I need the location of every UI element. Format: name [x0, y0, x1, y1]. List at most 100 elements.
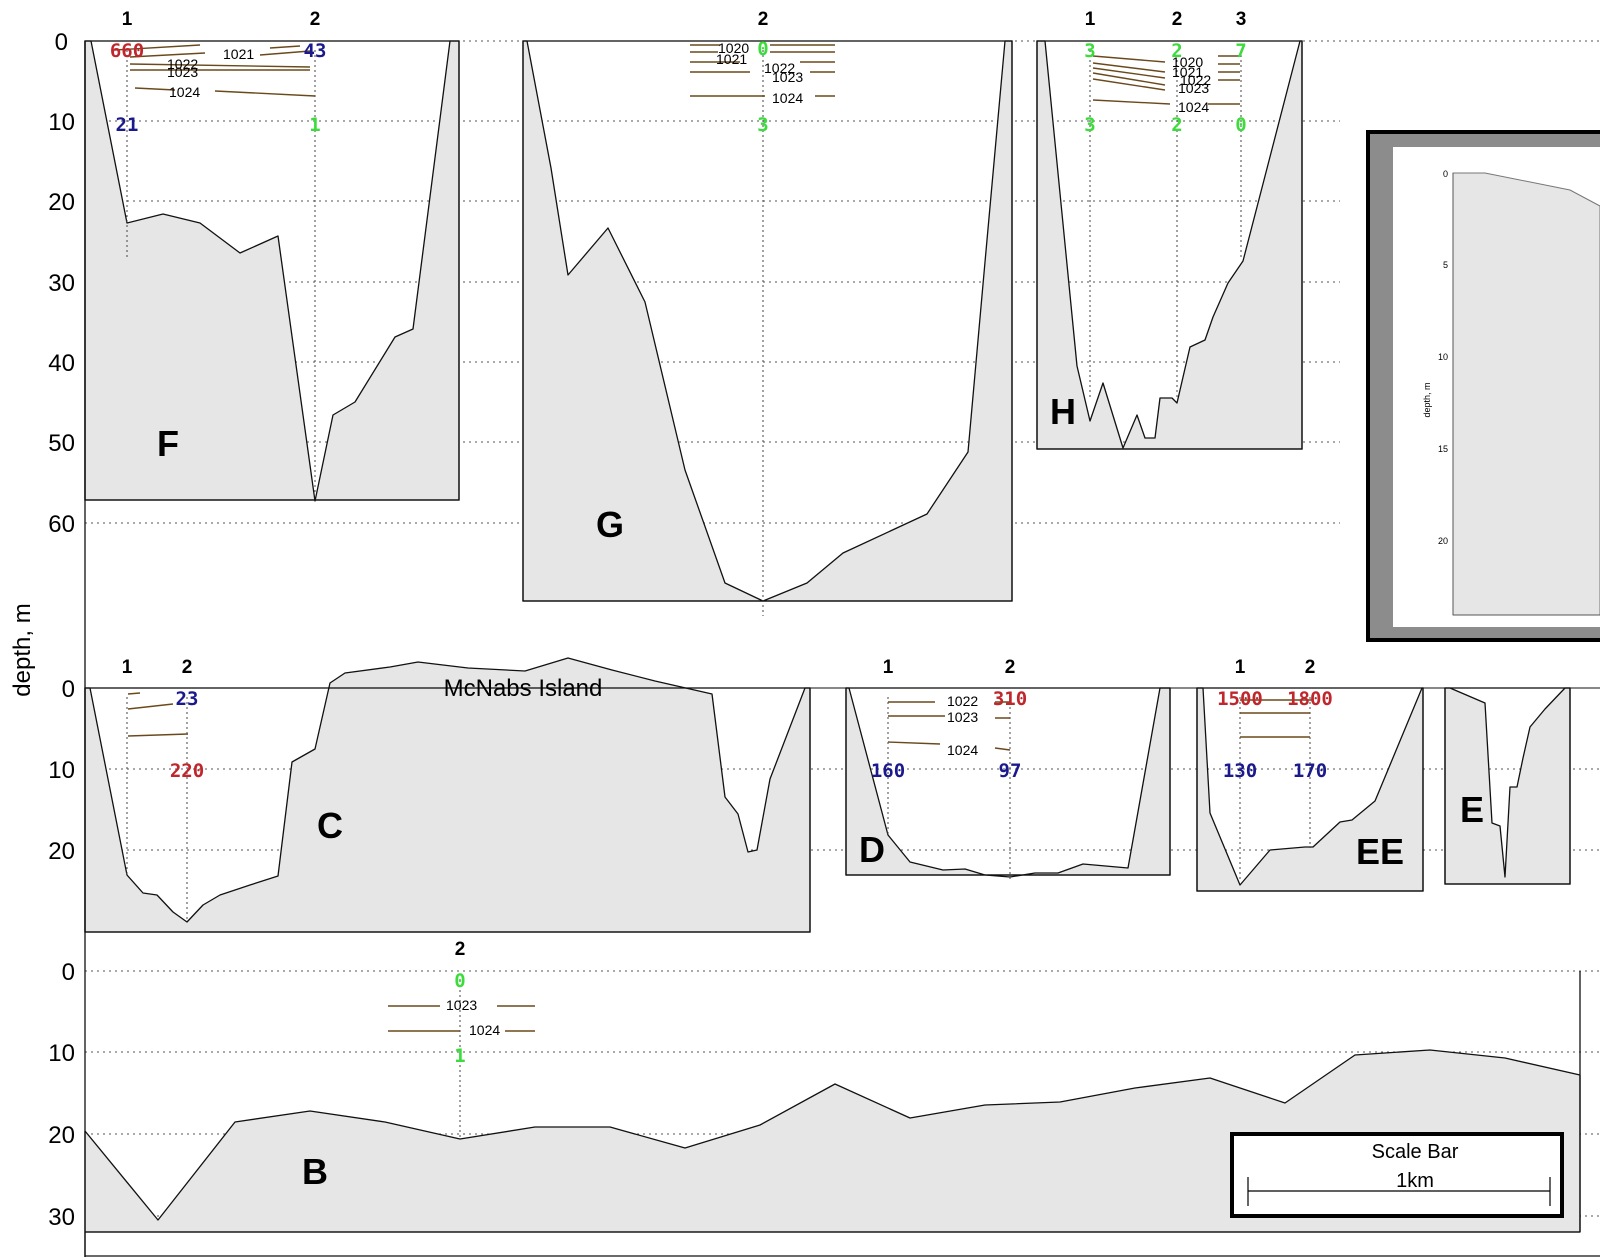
- inset-panel: 0 5 10 15 20 depth, m: [1366, 130, 1600, 642]
- section-ee-name: EE: [1356, 831, 1404, 872]
- section-f-station-2-bottom: 1: [309, 114, 320, 136]
- section-h-station-1-label: 1: [1085, 9, 1096, 30]
- section-ee-station-1-label: 1: [1235, 657, 1246, 678]
- section-e-frame: [1444, 687, 1571, 885]
- top-tick-0: 0: [55, 29, 68, 56]
- section-g-iso-1021: 1021: [716, 51, 747, 67]
- section-c-isopycnals: [127, 692, 189, 737]
- section-h-iso-1023: 1023: [1178, 80, 1209, 96]
- section-b-station-2-label: 2: [455, 939, 466, 960]
- section-g-station-2-surface: 0: [757, 38, 768, 60]
- section-d-iso-1024: 1024: [947, 742, 978, 758]
- section-g-station-2-bottom: 3: [757, 114, 768, 136]
- bot-tick-20: 20: [48, 1122, 75, 1149]
- inset-bottom: [1452, 172, 1600, 616]
- section-f-station-1-bottom: 21: [116, 114, 139, 136]
- section-f-iso-1023: 1023: [167, 64, 198, 80]
- section-b-station-2-bottom: 1: [454, 1045, 465, 1067]
- section-ee-station-1-surface: 1500: [1217, 688, 1263, 710]
- section-d-iso-1022: 1022: [947, 693, 978, 709]
- section-h-station-2-bottom: 2: [1171, 114, 1182, 136]
- section-h-station-1-bottom: 3: [1084, 114, 1095, 136]
- section-h-isopycnals: [1092, 55, 1240, 105]
- section-c-bottom: [84, 657, 811, 933]
- top-tick-60: 60: [48, 511, 75, 538]
- bottom-row-tick-labels: 0 10 20 30: [48, 959, 75, 1231]
- section-h-iso-1022: 1022: [1180, 72, 1211, 88]
- section-e-bottom: [1444, 687, 1571, 885]
- section-ee-frame: [1196, 687, 1424, 892]
- mid-tick-10: 10: [48, 757, 75, 784]
- top-row-tick-labels: 0 10 20 30 40 50 60: [48, 29, 75, 538]
- section-h-station-2-label: 2: [1172, 9, 1183, 30]
- scale-bar-title: Scale Bar: [1372, 1141, 1459, 1163]
- top-tick-10: 10: [48, 109, 75, 136]
- section-ee-isopycnals: [1240, 699, 1312, 738]
- inset-tick-20: 20: [1438, 536, 1448, 546]
- section-b-iso-1023: 1023: [446, 997, 477, 1013]
- section-h-station-3-label: 3: [1236, 9, 1247, 30]
- section-c-station-2-label: 2: [182, 657, 193, 678]
- section-h-bottom: [1036, 40, 1303, 450]
- section-f-iso-1021: 1021: [223, 46, 254, 62]
- section-d-name: D: [859, 829, 885, 870]
- inset-ylabel: depth, m: [1422, 382, 1432, 417]
- section-d-station-2-bottom: 97: [999, 760, 1022, 782]
- section-f-station-2-label: 2: [310, 9, 321, 30]
- section-b-bottom: [84, 1049, 1581, 1233]
- mid-tick-0: 0: [62, 676, 75, 703]
- section-h-frame: [1036, 40, 1303, 450]
- section-g: 1020 1021 1022 1023 1024 2 0 3 G: [522, 9, 1013, 616]
- mid-tick-20: 20: [48, 838, 75, 865]
- section-b-name: B: [302, 1151, 328, 1192]
- section-f-bottom: [84, 40, 460, 502]
- section-ee: 1 2 1500 1800 130 170 EE: [1196, 657, 1424, 892]
- scale-bar-length: 1km: [1396, 1170, 1434, 1192]
- top-tick-30: 30: [48, 270, 75, 297]
- top-tick-50: 50: [48, 430, 75, 457]
- section-d: 1022 1023 1024 1 2 310 160 97 D: [845, 657, 1171, 880]
- section-d-isopycnals: [887, 701, 1011, 751]
- middle-row: 0 10 20 McNabs Island 1 2 23 220 C 1022: [48, 657, 1600, 933]
- y-axis-label: depth, m: [9, 603, 36, 696]
- bot-tick-0: 0: [62, 959, 75, 986]
- section-h-iso-1021: 1021: [1172, 64, 1203, 80]
- section-d-station-1-bottom: 160: [871, 760, 905, 782]
- section-g-iso-1024: 1024: [772, 90, 803, 106]
- section-f: 1021 1022 1023 1024 1 2 660 43 21 1 F: [84, 9, 460, 502]
- section-c-station-2-bottom: 220: [170, 760, 204, 782]
- section-c-annotation: McNabs Island: [444, 675, 603, 702]
- section-d-iso-1023: 1023: [947, 709, 978, 725]
- section-b: 1023 1024 2 0 1 B: [84, 939, 1600, 1257]
- section-f-name: F: [157, 423, 179, 464]
- inset-tick-10: 10: [1438, 352, 1448, 362]
- section-g-station-2-label: 2: [758, 9, 769, 30]
- section-c: McNabs Island 1 2 23 220 C: [84, 657, 811, 933]
- section-f-station-1-surface: 660: [110, 40, 144, 62]
- section-c-station-1-label: 1: [122, 657, 133, 678]
- bot-tick-10: 10: [48, 1040, 75, 1067]
- section-c-name: C: [317, 805, 343, 846]
- section-f-station-2-surface: 43: [304, 40, 327, 62]
- bottom-row: 0 10 20 30 1023 1024 2 0 1 B Scale Bar 1…: [48, 939, 1600, 1257]
- section-e-name: E: [1460, 789, 1484, 830]
- middle-row-tick-labels: 0 10 20: [48, 676, 75, 865]
- section-h: 1020 1021 1022 1023 1024 1 2 3 3 2 7 3 2…: [1036, 9, 1303, 450]
- section-h-station-3-bottom: 0: [1235, 114, 1246, 136]
- inset-tick-0: 0: [1443, 169, 1448, 179]
- section-g-iso-1020: 1020: [718, 40, 749, 56]
- section-d-station-1-label: 1: [883, 657, 894, 678]
- section-g-iso-1023: 1023: [772, 69, 803, 85]
- section-h-iso-1024: 1024: [1178, 99, 1209, 115]
- section-h-station-1-surface: 3: [1084, 40, 1095, 62]
- section-e: E: [1444, 687, 1571, 885]
- section-f-station-1-label: 1: [122, 9, 133, 30]
- section-h-iso-1020: 1020: [1172, 54, 1203, 70]
- section-d-station-2-surface: 310: [993, 688, 1027, 710]
- section-b-station-2-surface: 0: [454, 970, 465, 992]
- section-c-station-2-surface: 23: [176, 688, 199, 710]
- section-ee-station-2-bottom: 170: [1293, 760, 1327, 782]
- top-row: 0 10 20 30 40 50 60 1021 1022 1023 1024 …: [48, 9, 1600, 642]
- section-d-frame: [845, 687, 1171, 876]
